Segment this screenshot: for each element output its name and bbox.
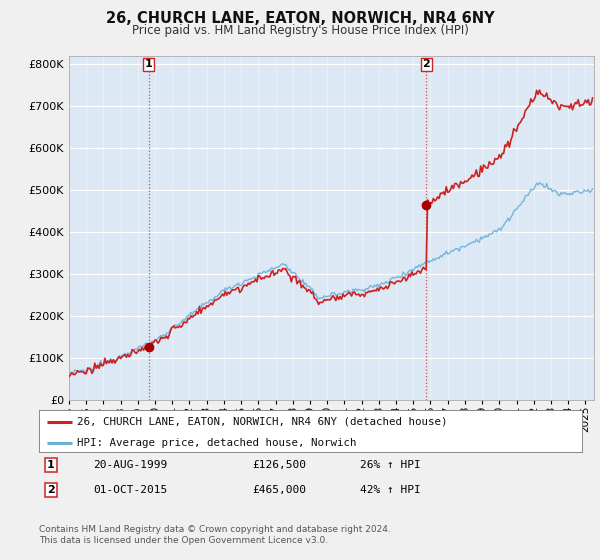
Text: 26% ↑ HPI: 26% ↑ HPI: [360, 460, 421, 470]
Text: £465,000: £465,000: [252, 485, 306, 495]
Text: 01-OCT-2015: 01-OCT-2015: [93, 485, 167, 495]
Text: 26, CHURCH LANE, EATON, NORWICH, NR4 6NY: 26, CHURCH LANE, EATON, NORWICH, NR4 6NY: [106, 11, 494, 26]
Text: 1: 1: [47, 460, 55, 470]
Text: 42% ↑ HPI: 42% ↑ HPI: [360, 485, 421, 495]
Text: Price paid vs. HM Land Registry's House Price Index (HPI): Price paid vs. HM Land Registry's House …: [131, 24, 469, 36]
Text: 1: 1: [145, 59, 152, 69]
Text: 2: 2: [422, 59, 430, 69]
Text: Contains HM Land Registry data © Crown copyright and database right 2024.
This d: Contains HM Land Registry data © Crown c…: [39, 525, 391, 545]
Text: £126,500: £126,500: [252, 460, 306, 470]
Text: HPI: Average price, detached house, Norwich: HPI: Average price, detached house, Norw…: [77, 438, 356, 448]
Text: 20-AUG-1999: 20-AUG-1999: [93, 460, 167, 470]
Text: 26, CHURCH LANE, EATON, NORWICH, NR4 6NY (detached house): 26, CHURCH LANE, EATON, NORWICH, NR4 6NY…: [77, 417, 448, 427]
Text: 2: 2: [47, 485, 55, 495]
